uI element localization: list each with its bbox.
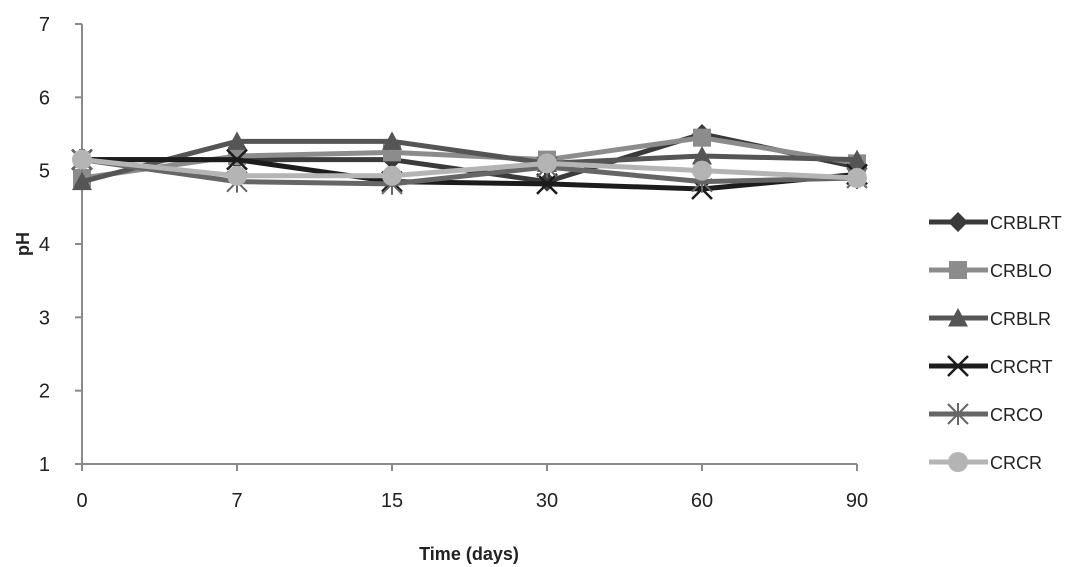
x-tick-label: 30 (536, 490, 558, 512)
series-line (82, 157, 858, 192)
y-tick-label: 1 (39, 454, 50, 476)
legend-item-crcrt: CRCRT (929, 355, 1053, 377)
legend-item-crblr: CRBLR (929, 308, 1051, 329)
y-tick-label: 5 (39, 161, 50, 183)
legend-label: CRBLR (990, 309, 1051, 329)
legend-marker (948, 212, 968, 232)
data-point (537, 153, 557, 174)
legend-marker (948, 452, 968, 472)
y-tick-label: 7 (39, 14, 50, 36)
data-point (382, 131, 402, 150)
series-line (81, 157, 858, 181)
x-ticks: 0 7 15 30 60 90 (76, 464, 868, 512)
legend-item-crco: CRCO (929, 403, 1043, 425)
data-point (692, 146, 712, 165)
x-tick-label: 15 (381, 490, 403, 512)
legend-marker (949, 261, 967, 279)
x-tick-label: 0 (76, 490, 87, 512)
series-layer (71, 124, 868, 200)
data-point (847, 168, 867, 188)
y-tick-label: 2 (39, 381, 50, 403)
y-tick-label: 3 (39, 307, 50, 329)
data-point (382, 165, 402, 186)
data-point (693, 128, 711, 147)
data-point (72, 149, 92, 170)
series-line (81, 138, 858, 185)
data-point (536, 172, 558, 195)
data-point (226, 148, 248, 171)
legend-label: CRBLRT (990, 213, 1062, 233)
x-tick-label: 7 (231, 490, 242, 512)
legend: CRBLRT CRBLO CRBLR CRCRT CRCO CRCR (929, 212, 1062, 473)
y-axis-title: pH (13, 232, 33, 256)
data-point (692, 160, 712, 181)
axes (81, 24, 857, 465)
legend-label: CRCR (990, 453, 1042, 473)
series-line (81, 157, 858, 187)
data-point (847, 149, 867, 169)
data-point (72, 171, 92, 191)
legend-label: CRCRT (990, 357, 1053, 377)
legend-marker (947, 403, 969, 425)
legend-marker (948, 308, 968, 327)
legend-item-crcr: CRCR (929, 452, 1042, 473)
y-ticks: 1 2 3 4 5 6 7 (39, 14, 82, 476)
legend-item-crblrt: CRBLRT (929, 212, 1062, 233)
legend-marker (947, 355, 969, 377)
legend-label: CRCO (990, 405, 1043, 425)
x-tick-label: 60 (691, 490, 713, 512)
y-tick-label: 4 (39, 234, 50, 256)
x-tick-label: 90 (846, 490, 868, 512)
series-crcr (72, 149, 867, 188)
legend-item-crblo: CRBLO (929, 261, 1052, 281)
y-tick-label: 6 (39, 87, 50, 109)
x-axis-title: Time (days) (419, 544, 519, 564)
legend-label: CRBLO (990, 261, 1052, 281)
data-point (227, 131, 247, 150)
data-point (227, 165, 247, 186)
